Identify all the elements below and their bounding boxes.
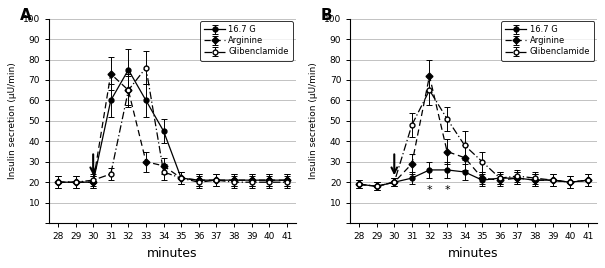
Y-axis label: Insulin secretion (μU/min): Insulin secretion (μU/min) [309, 62, 318, 179]
X-axis label: minutes: minutes [147, 247, 198, 260]
X-axis label: minutes: minutes [448, 247, 499, 260]
Text: B: B [321, 8, 332, 23]
Legend: 16.7 G, Arginine, Glibenclamide: 16.7 G, Arginine, Glibenclamide [501, 21, 594, 61]
Legend: 16.7 G, Arginine, Glibenclamide: 16.7 G, Arginine, Glibenclamide [200, 21, 293, 61]
Text: *: * [427, 185, 433, 195]
Text: A: A [19, 8, 31, 23]
Y-axis label: Insulin secretion (μU/min): Insulin secretion (μU/min) [8, 62, 18, 179]
Text: *: * [444, 185, 450, 195]
